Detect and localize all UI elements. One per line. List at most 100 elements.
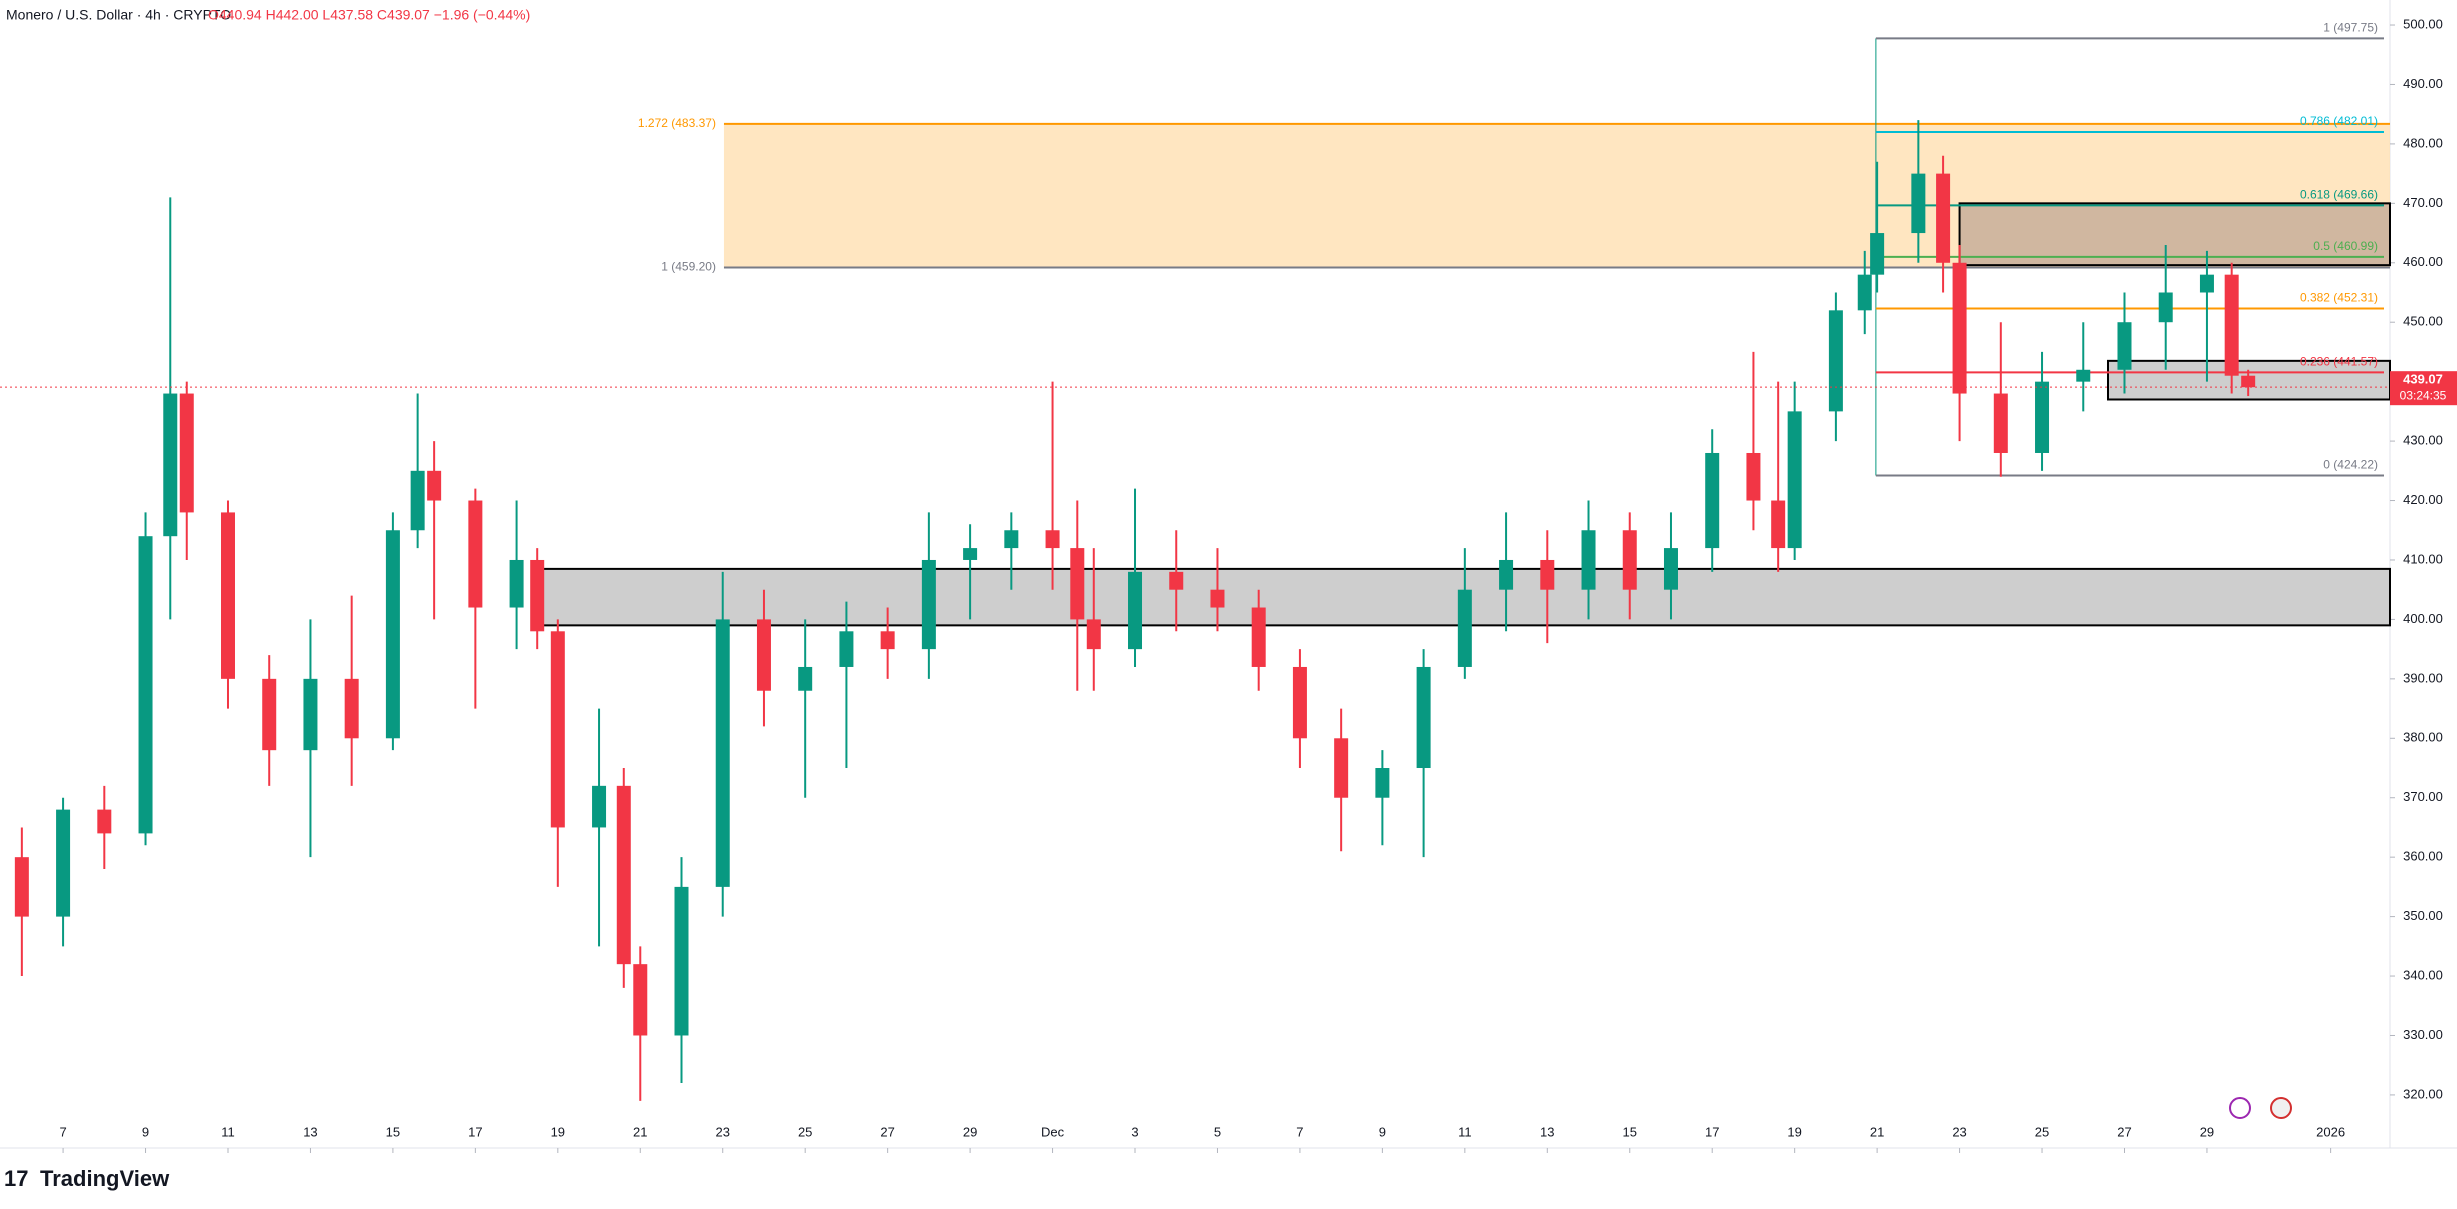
x-tick-label: 9 xyxy=(1379,1124,1386,1139)
candle-body xyxy=(633,964,648,1036)
last-price-tag xyxy=(2390,371,2457,406)
y-tick-label: 360.00 xyxy=(2403,849,2443,864)
x-tick-label: 7 xyxy=(59,1124,66,1139)
event-icon[interactable] xyxy=(2270,1097,2292,1119)
candle-body xyxy=(1581,530,1596,590)
x-tick-label: 15 xyxy=(1623,1124,1637,1139)
fib-label: 0 (424.22) xyxy=(2323,458,2378,472)
candle-body xyxy=(756,619,771,691)
candle-body xyxy=(1746,452,1761,501)
fib-label: 1 (497.75) xyxy=(2323,21,2378,35)
candle-body xyxy=(1251,607,1266,667)
candle-body xyxy=(1911,173,1926,234)
y-tick-label: 480.00 xyxy=(2403,135,2443,150)
candle-body xyxy=(2199,274,2214,293)
y-tick-label: 340.00 xyxy=(2403,967,2443,982)
symbol: Monero / U.S. Dollar · 4h · CRYPTO xyxy=(6,7,231,23)
x-tick-label: 5 xyxy=(1214,1124,1221,1139)
x-tick-label: 29 xyxy=(2200,1124,2214,1139)
x-tick-label: 19 xyxy=(1787,1124,1801,1139)
ohlc: O440.94 H442.00 L437.58 C439.07 −1.96 (−… xyxy=(208,7,530,23)
candle-body xyxy=(163,393,178,537)
y-tick-label: 460.00 xyxy=(2403,254,2443,269)
x-tick-label: 11 xyxy=(1458,1124,1472,1139)
candle-body xyxy=(1857,274,1872,311)
x-tick-label: 27 xyxy=(2117,1124,2131,1139)
fib-label: 0.786 (482.01) xyxy=(2300,114,2378,128)
candle-body xyxy=(1663,548,1678,590)
alert-icon[interactable] xyxy=(2229,1097,2251,1119)
fib-label: 0.236 (441.57) xyxy=(2300,354,2378,368)
candle-body xyxy=(880,631,895,650)
x-tick-label: 29 xyxy=(963,1124,977,1139)
candle-body xyxy=(1457,589,1472,667)
candle-body xyxy=(963,548,978,560)
x-tick-label: 23 xyxy=(1952,1124,1966,1139)
x-tick-label: 11 xyxy=(221,1124,235,1139)
candle-body xyxy=(1828,310,1843,412)
y-tick-label: 350.00 xyxy=(2403,908,2443,923)
x-tick-label: 3 xyxy=(1131,1124,1138,1139)
candle-body xyxy=(674,886,689,1036)
candle-body xyxy=(1004,530,1019,549)
candle-body xyxy=(1375,768,1390,798)
candle-body xyxy=(1416,666,1431,769)
candle-body xyxy=(798,666,813,691)
candle-body xyxy=(715,619,730,887)
y-tick-label: 450.00 xyxy=(2403,314,2443,329)
x-tick-label: 25 xyxy=(798,1124,812,1139)
y-tick-label: 470.00 xyxy=(2403,195,2443,210)
x-tick-label: 15 xyxy=(386,1124,400,1139)
candle-body xyxy=(303,678,318,751)
candle-body xyxy=(1787,411,1802,549)
candle-body xyxy=(2076,369,2091,382)
x-tick-label: 21 xyxy=(633,1124,647,1139)
candle-body xyxy=(1705,452,1720,549)
x-tick-label: 13 xyxy=(1540,1124,1554,1139)
brand: TradingView xyxy=(40,1166,170,1191)
x-tick-label: 2026 xyxy=(2316,1124,2345,1139)
candle-body xyxy=(1993,393,2008,453)
x-tick-label: 25 xyxy=(2035,1124,2049,1139)
candle-body xyxy=(262,678,277,751)
x-tick-label: 27 xyxy=(880,1124,894,1139)
candle-body xyxy=(56,809,71,917)
candle-body xyxy=(410,470,425,531)
x-tick-label: 9 xyxy=(142,1124,149,1139)
y-tick-label: 370.00 xyxy=(2403,789,2443,804)
x-tick-label: 17 xyxy=(468,1124,482,1139)
fib-extension-label: 1.272 (483.37) xyxy=(638,116,716,130)
candle-body xyxy=(1334,738,1349,798)
fib-label: 0.618 (469.66) xyxy=(2300,188,2378,202)
candle-body xyxy=(2117,322,2132,370)
candle-body xyxy=(1499,559,1514,590)
zone xyxy=(1958,202,2392,267)
candle-body xyxy=(1086,619,1101,650)
candle-body xyxy=(1952,262,1967,394)
candle-body xyxy=(2035,381,2050,453)
candle-body xyxy=(1169,571,1184,590)
x-tick-label: 19 xyxy=(551,1124,565,1139)
brand-logo: 17 xyxy=(4,1166,28,1191)
candle-body xyxy=(1870,233,1885,275)
fib-label: 0.382 (452.31) xyxy=(2300,291,2378,305)
y-tick-label: 490.00 xyxy=(2403,76,2443,91)
candle-body xyxy=(921,559,936,650)
y-tick-label: 390.00 xyxy=(2403,670,2443,685)
y-tick-label: 330.00 xyxy=(2403,1027,2443,1042)
fib-label: 0.5 (460.99) xyxy=(2313,239,2378,253)
fib-extension-label: 1 (459.20) xyxy=(661,260,716,274)
candle-body xyxy=(220,512,235,679)
x-tick-label: 17 xyxy=(1705,1124,1719,1139)
y-tick-label: 420.00 xyxy=(2403,492,2443,507)
y-tick-label: 430.00 xyxy=(2403,433,2443,448)
candle-body xyxy=(1292,666,1307,739)
candle-body xyxy=(1936,173,1951,263)
candle-body xyxy=(509,559,524,608)
candle-body xyxy=(468,500,483,608)
candle-body xyxy=(839,631,854,667)
candle-body xyxy=(1622,530,1637,590)
candle-body xyxy=(344,678,359,739)
